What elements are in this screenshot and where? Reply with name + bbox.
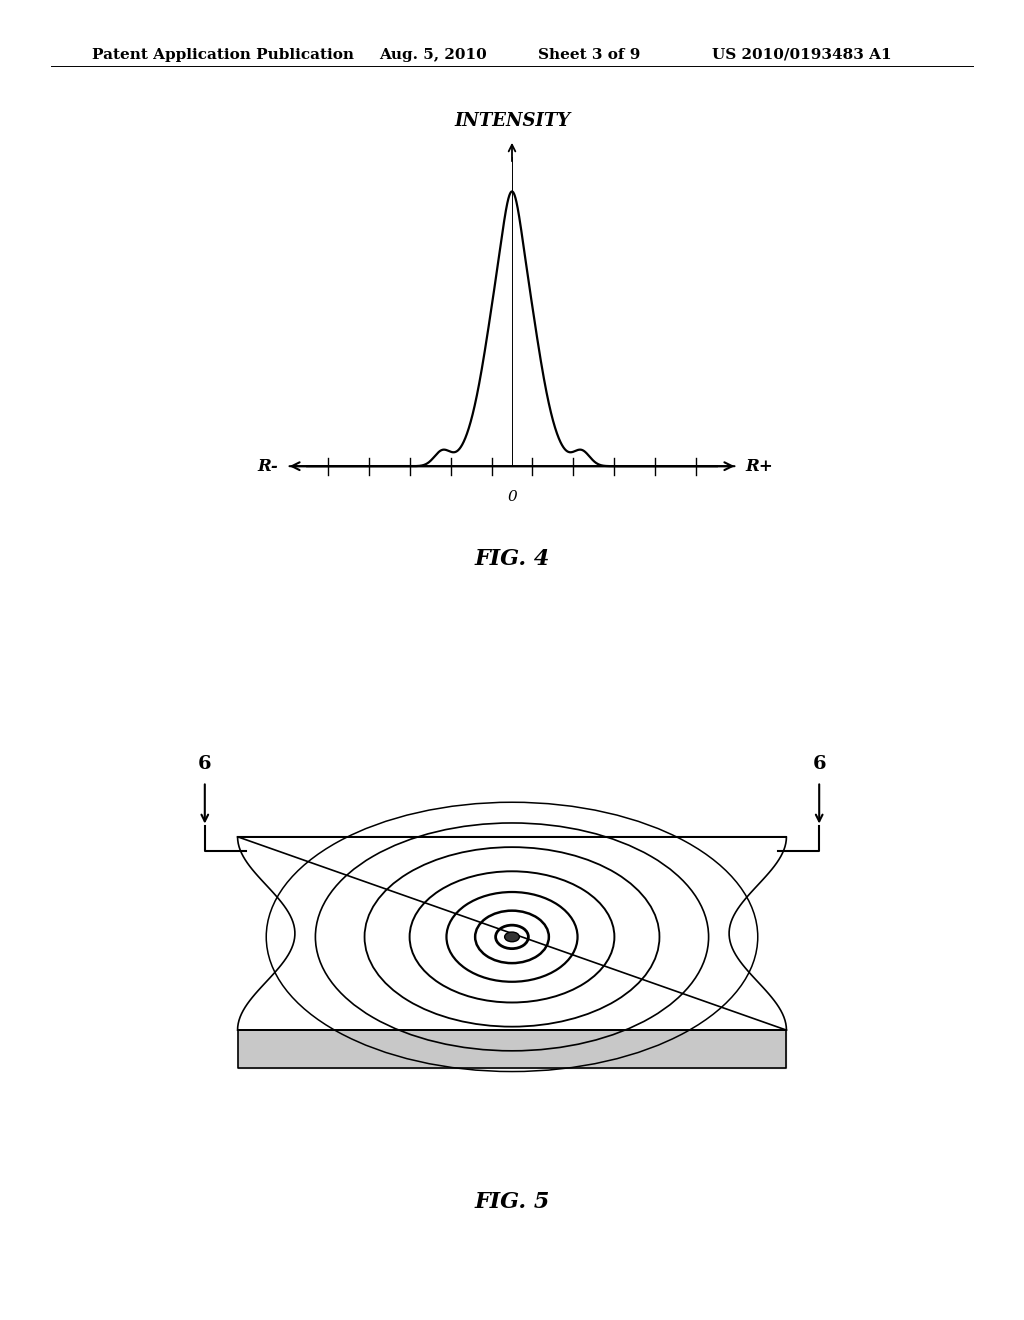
Ellipse shape bbox=[505, 932, 519, 941]
Text: 6: 6 bbox=[812, 755, 826, 774]
Text: INTENSITY: INTENSITY bbox=[454, 112, 570, 129]
Polygon shape bbox=[238, 1030, 786, 1068]
Text: Patent Application Publication: Patent Application Publication bbox=[92, 48, 354, 62]
Text: R-: R- bbox=[258, 458, 279, 475]
Text: 0: 0 bbox=[507, 490, 517, 504]
Text: US 2010/0193483 A1: US 2010/0193483 A1 bbox=[712, 48, 891, 62]
Polygon shape bbox=[238, 837, 786, 1030]
Text: FIG. 5: FIG. 5 bbox=[474, 1191, 550, 1213]
Text: Sheet 3 of 9: Sheet 3 of 9 bbox=[538, 48, 640, 62]
Text: R+: R+ bbox=[745, 458, 773, 475]
Text: 6: 6 bbox=[198, 755, 212, 774]
Text: Aug. 5, 2010: Aug. 5, 2010 bbox=[379, 48, 486, 62]
Text: FIG. 4: FIG. 4 bbox=[474, 548, 550, 570]
